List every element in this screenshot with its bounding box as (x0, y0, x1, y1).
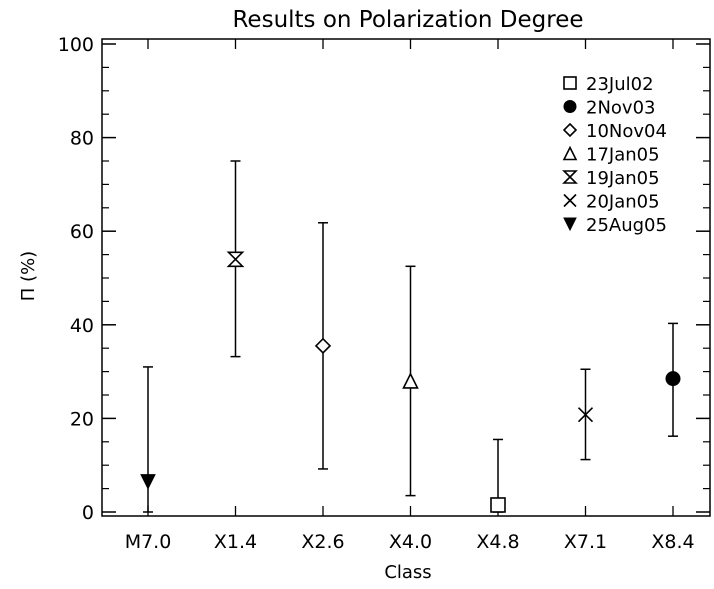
legend-marker (563, 193, 577, 208)
legend-label: 2Nov03 (586, 98, 656, 119)
x-axis: M7.0 X1.4 X2.6 X4.0 X4.8 X7.1 X8.4 (125, 39, 695, 553)
chart-title: Results on Polarization Degree (232, 7, 583, 33)
data-point-23Jul02 (490, 497, 506, 513)
y-tick-label: 20 (70, 408, 94, 430)
legend-marker (562, 145, 578, 161)
x-tick-label: X4.8 (476, 531, 519, 553)
legend-marker (563, 217, 577, 232)
legend-marker (562, 170, 578, 184)
legend-label: 23Jul02 (586, 74, 654, 95)
y-tick-label: 0 (82, 502, 94, 524)
data-point-25Aug05 (140, 474, 156, 490)
x-tick-label: X7.1 (564, 531, 607, 553)
data-point-2Nov03 (665, 371, 681, 387)
x-tick-label: X1.4 (214, 531, 257, 553)
legend-label: 25Aug05 (586, 215, 667, 236)
data-point-10Nov04 (314, 337, 332, 354)
y-tick-label: 60 (70, 221, 94, 243)
legend-marker (562, 122, 578, 138)
legend-marker (563, 100, 577, 113)
x-tick-label: X2.6 (301, 531, 344, 553)
y-axis: 0 20 40 60 80 100 (58, 34, 710, 524)
legend-label: 19Jan05 (586, 168, 660, 189)
legend-marker (563, 76, 577, 90)
data-point-19Jan05 (226, 251, 245, 268)
x-tick-label: X4.0 (389, 531, 432, 553)
data-point-20Jan05 (577, 407, 594, 423)
legend-label: 10Nov04 (586, 121, 667, 142)
legend-label: 17Jan05 (586, 145, 660, 166)
legend-label: 20Jan05 (586, 192, 660, 213)
x-tick-label: M7.0 (125, 531, 172, 553)
data-point-17Jan05 (402, 372, 419, 389)
x-axis-label: Class (384, 562, 431, 583)
y-axis-label: Π (%) (18, 251, 39, 301)
data-layer (140, 160, 681, 513)
y-tick-label: 80 (70, 128, 94, 150)
y-tick-label: 40 (70, 315, 94, 337)
x-tick-label: X8.4 (651, 531, 694, 553)
y-tick-label: 100 (58, 34, 94, 56)
